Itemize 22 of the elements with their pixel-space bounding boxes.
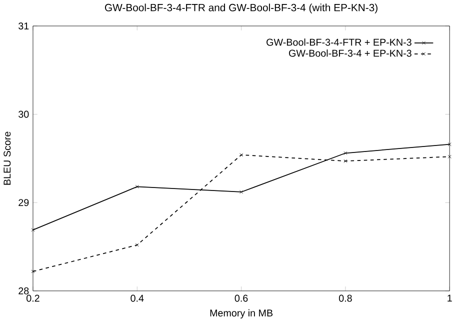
point — [448, 154, 452, 158]
legend-label: GW-Bool-BF-3-4-FTR + EP-KN-3 — [266, 38, 412, 46]
y-axis-title: BLEU Score — [4, 132, 11, 185]
point — [31, 270, 35, 274]
x-tick-label: 0.6 — [234, 294, 248, 302]
y-tick-label: 30 — [18, 110, 29, 118]
point — [344, 151, 348, 155]
point — [240, 190, 244, 194]
point — [344, 159, 348, 163]
point — [135, 243, 139, 247]
x-tick-label: 0.2 — [26, 294, 40, 302]
point — [240, 153, 244, 157]
point — [135, 184, 139, 188]
x-tick-label: 1 — [448, 294, 452, 302]
y-tick-label: 28 — [18, 287, 29, 294]
y-tick-label: 31 — [18, 22, 29, 30]
x-tick-label: 0.8 — [338, 294, 352, 302]
x-tick-label: 0.4 — [130, 294, 144, 302]
x-axis-title: Memory in MB — [210, 309, 273, 318]
legend-label: GW-Bool-BF-3-4 + EP-KN-3 — [289, 49, 412, 57]
chart-title: GW-Bool-BF-3-4-FTR and GW-Bool-BF-3-4 (with EP-KN-3) — [104, 4, 378, 14]
y-tick-label: 29 — [18, 199, 29, 206]
